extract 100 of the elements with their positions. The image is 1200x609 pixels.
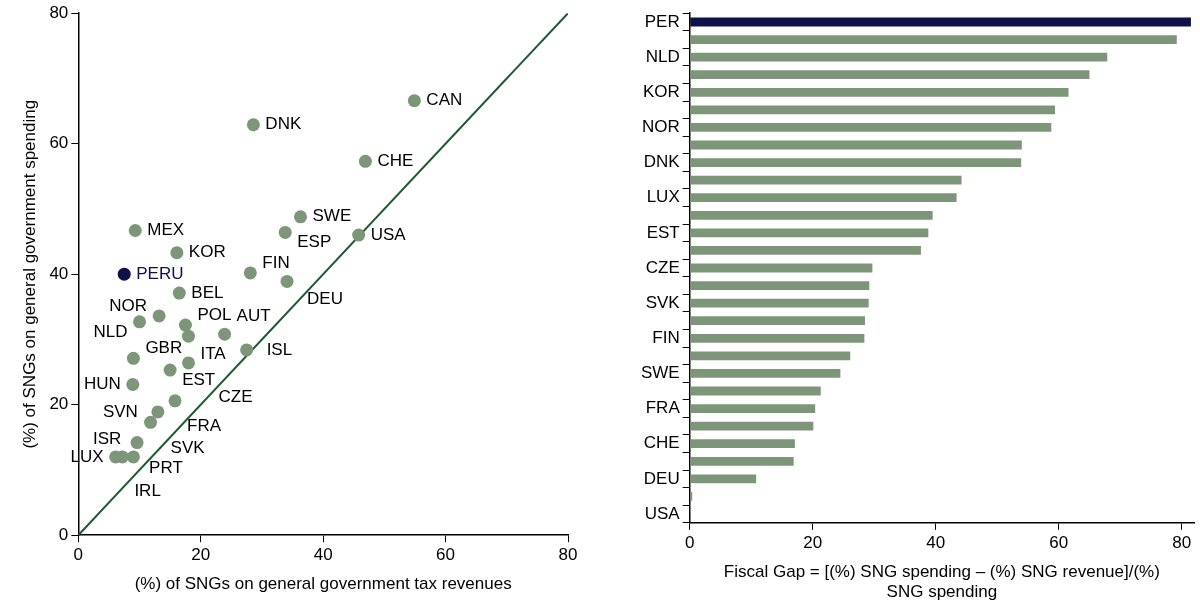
y-axis-title: (%) of SNGs on general government spending: [19, 99, 39, 449]
annotation: CZE: [218, 386, 253, 406]
bar: [690, 263, 873, 273]
point: [126, 377, 140, 391]
y-tick-label: SVK: [645, 292, 681, 312]
point: [133, 315, 147, 329]
point: [178, 318, 192, 332]
bar: [690, 210, 933, 220]
series-label: PERU: [136, 263, 184, 283]
annotation: ITA: [200, 343, 227, 363]
x-tick-label: 60: [1049, 532, 1069, 552]
point: [181, 356, 195, 370]
bar: [690, 52, 1108, 62]
annotation: ISR: [93, 428, 122, 448]
y-tick-label: CHE: [643, 433, 680, 453]
bar: [690, 421, 814, 431]
point: [218, 327, 232, 341]
point: [117, 267, 131, 281]
x-tick-label: 80: [558, 545, 578, 565]
point: [352, 228, 366, 242]
annotation: NOR: [109, 295, 148, 315]
point: [280, 274, 294, 288]
y-tick-label: EST: [646, 222, 680, 242]
annotation: HUN: [83, 374, 121, 394]
y-tick-label: NLD: [645, 46, 680, 66]
y-tick-label: 60: [49, 133, 69, 153]
annotation: BEL: [191, 282, 224, 302]
bar: [690, 316, 865, 326]
annotation: ESP: [297, 232, 332, 252]
point: [294, 210, 308, 224]
annotation: DEU: [307, 289, 343, 309]
point: [243, 266, 257, 280]
y-tick-label: 40: [49, 263, 69, 283]
bar: [690, 351, 851, 361]
point: [246, 118, 260, 132]
bar: [690, 333, 865, 343]
annotation: IRL: [134, 480, 161, 500]
x-tick-label: 60: [436, 545, 456, 565]
x-tick-label: 0: [684, 532, 695, 552]
annotation: DNK: [265, 114, 302, 134]
point: [126, 351, 140, 365]
y-tick-label: CZE: [645, 257, 680, 277]
bar: [690, 386, 821, 396]
annotation: FIN: [262, 252, 290, 272]
y-tick-label: NOR: [641, 117, 680, 137]
point: [163, 363, 177, 377]
point: [144, 415, 158, 429]
y-tick-label: 20: [49, 394, 69, 414]
point: [240, 343, 254, 357]
bar: [690, 140, 1022, 150]
point: [407, 94, 421, 108]
annotation: ISL: [266, 339, 293, 359]
bar: [690, 87, 1069, 97]
bar: [690, 439, 795, 449]
annotation: PRT: [149, 458, 183, 478]
x-axis-title: Fiscal Gap = [(%) SNG spending – (%) SNG revenue]/(%) SNG spending: [723, 562, 1160, 602]
x-tick-label: 20: [803, 532, 823, 552]
point: [172, 286, 186, 300]
bar: [690, 70, 1090, 80]
point: [358, 154, 372, 168]
annotation: CHE: [377, 151, 414, 171]
y-tick-label: DNK: [643, 152, 681, 172]
point: [151, 405, 165, 419]
point: [170, 246, 184, 260]
point: [130, 436, 144, 450]
annotation: EST: [182, 369, 216, 389]
bar: [690, 17, 1191, 27]
bar: [690, 281, 870, 290]
y-tick-label: SWE: [640, 363, 680, 383]
annotation: USA: [370, 224, 407, 244]
point: [278, 225, 292, 239]
annotation: POL: [197, 304, 232, 324]
annotation: SWE: [312, 206, 352, 226]
x-axis-title: (%) of SNGs on general government tax revenues: [134, 574, 512, 594]
annotation: CAN: [426, 90, 463, 110]
bar: [690, 193, 957, 203]
point: [168, 394, 182, 408]
bar: [690, 158, 1022, 167]
bar: [690, 105, 1056, 115]
annotation: SVK: [170, 438, 206, 458]
x-tick-label: 80: [1172, 532, 1192, 552]
annotation: AUT: [236, 305, 271, 325]
bar: [690, 246, 921, 255]
point: [128, 223, 142, 237]
annotation: GBR: [145, 338, 183, 358]
x-tick-label: 40: [313, 545, 333, 565]
y-tick-label: PER: [644, 11, 680, 31]
bar: [690, 404, 816, 413]
y-tick-label: LUX: [646, 187, 680, 207]
y-tick-label: DEU: [643, 468, 680, 488]
annotation: NLD: [93, 321, 128, 341]
annotation: FRA: [187, 416, 222, 436]
y-tick-label: FRA: [645, 398, 681, 418]
y-tick-label: FIN: [652, 327, 680, 347]
x-tick-label: 0: [73, 545, 84, 565]
bar: [690, 369, 841, 378]
bar: [690, 35, 1177, 44]
point: [152, 309, 166, 323]
annotation: KOR: [188, 242, 226, 262]
point: [181, 329, 195, 343]
